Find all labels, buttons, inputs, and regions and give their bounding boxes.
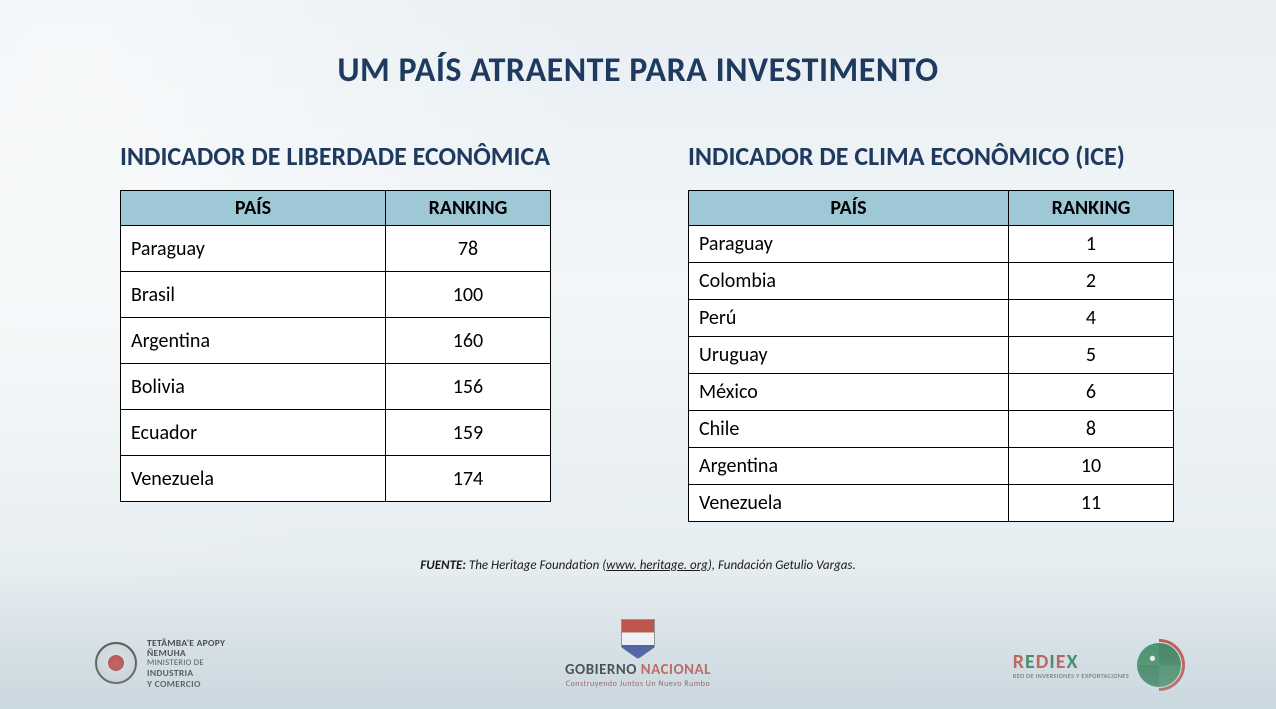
source-text: ), Fundación Getulio Vargas. [708, 558, 856, 573]
cell-country: Ecuador [121, 410, 386, 456]
table-row: México6 [689, 374, 1174, 411]
table-liberdade: PAÍS RANKING Paraguay78 Brasil100 Argent… [120, 190, 551, 502]
table-row: Venezuela174 [121, 456, 551, 502]
cell-rank: 11 [1009, 485, 1174, 522]
page-title: UM PAÍS ATRAENTE PARA INVESTIMENTO [0, 50, 1276, 91]
cell-rank: 4 [1009, 300, 1174, 337]
right-subtitle: INDICADOR DE CLIMA ECONÔMICO (ICE) [688, 140, 1125, 172]
cell-country: Argentina [121, 318, 386, 364]
header-rank: RANKING [1009, 191, 1174, 226]
cell-rank: 10 [1009, 448, 1174, 485]
cell-country: Venezuela [689, 485, 1009, 522]
header-rank: RANKING [386, 191, 551, 226]
cell-rank: 1 [1009, 226, 1174, 263]
table-clima: PAÍS RANKING Paraguay1 Colombia2 Perú4 U… [688, 190, 1174, 522]
header-country: PAÍS [689, 191, 1009, 226]
table-row: Argentina10 [689, 448, 1174, 485]
ministry-text: TETÃMBA'E APOPY ÑEMUHA MINISTERIO DE IND… [147, 638, 225, 689]
logo-rediex: REDIEX RED DE INVERSIONES Y EXPORTACIONE… [1013, 643, 1181, 687]
cell-rank: 5 [1009, 337, 1174, 374]
cell-rank: 6 [1009, 374, 1174, 411]
table-header-row: PAÍS RANKING [121, 191, 551, 226]
cell-rank: 100 [386, 272, 551, 318]
shield-icon [621, 619, 655, 659]
cell-country: Bolivia [121, 364, 386, 410]
rediex-sub: RED DE INVERSIONES Y EXPORTACIONES [1013, 672, 1129, 680]
footer: TETÃMBA'E APOPY ÑEMUHA MINISTERIO DE IND… [0, 619, 1276, 689]
ministry-line: Y COMERCIO [147, 679, 225, 689]
cell-rank: 2 [1009, 263, 1174, 300]
table-row: Venezuela11 [689, 485, 1174, 522]
table-row: Ecuador159 [121, 410, 551, 456]
gobierno-sub: Construyendo Juntos Un Nuevo Rumbo [565, 679, 711, 689]
cell-country: Venezuela [121, 456, 386, 502]
ministry-line: INDUSTRIA [147, 668, 225, 678]
cell-rank: 78 [386, 226, 551, 272]
cell-rank: 159 [386, 410, 551, 456]
cell-country: Argentina [689, 448, 1009, 485]
cell-rank: 160 [386, 318, 551, 364]
table-row: Paraguay1 [689, 226, 1174, 263]
rediex-word: REDIEX [1013, 650, 1129, 674]
cell-country: Uruguay [689, 337, 1009, 374]
paraguay-seal-icon [95, 642, 137, 684]
logo-ministry: TETÃMBA'E APOPY ÑEMUHA MINISTERIO DE IND… [95, 638, 225, 689]
cell-country: Paraguay [121, 226, 386, 272]
cell-country: Brasil [121, 272, 386, 318]
table-row: Uruguay5 [689, 337, 1174, 374]
cell-country: Colombia [689, 263, 1009, 300]
table-row: Brasil100 [121, 272, 551, 318]
table-header-row: PAÍS RANKING [689, 191, 1174, 226]
table-row: Chile8 [689, 411, 1174, 448]
table-row: Bolivia156 [121, 364, 551, 410]
cell-rank: 174 [386, 456, 551, 502]
cell-rank: 8 [1009, 411, 1174, 448]
source-url: www. heritage. org [606, 558, 708, 573]
header-country: PAÍS [121, 191, 386, 226]
source-label: FUENTE: [420, 558, 466, 573]
source-text: The Heritage Foundation ( [466, 558, 606, 573]
source-line: FUENTE: The Heritage Foundation (www. he… [0, 558, 1276, 573]
cell-country: Perú [689, 300, 1009, 337]
left-subtitle: INDICADOR DE LIBERDADE ECONÔMICA [120, 140, 550, 172]
globe-icon [1137, 643, 1181, 687]
table-row: Argentina160 [121, 318, 551, 364]
logo-gobierno: GOBIERNO NACIONAL Construyendo Juntos Un… [565, 619, 711, 689]
cell-country: México [689, 374, 1009, 411]
gobierno-text: GOBIERNO NACIONAL [565, 661, 711, 679]
table-row: Perú4 [689, 300, 1174, 337]
cell-rank: 156 [386, 364, 551, 410]
gobierno-word: GOBIERNO [565, 661, 637, 679]
table-row: Colombia2 [689, 263, 1174, 300]
cell-country: Chile [689, 411, 1009, 448]
cell-country: Paraguay [689, 226, 1009, 263]
table-row: Paraguay78 [121, 226, 551, 272]
nacional-word: NACIONAL [637, 661, 711, 679]
